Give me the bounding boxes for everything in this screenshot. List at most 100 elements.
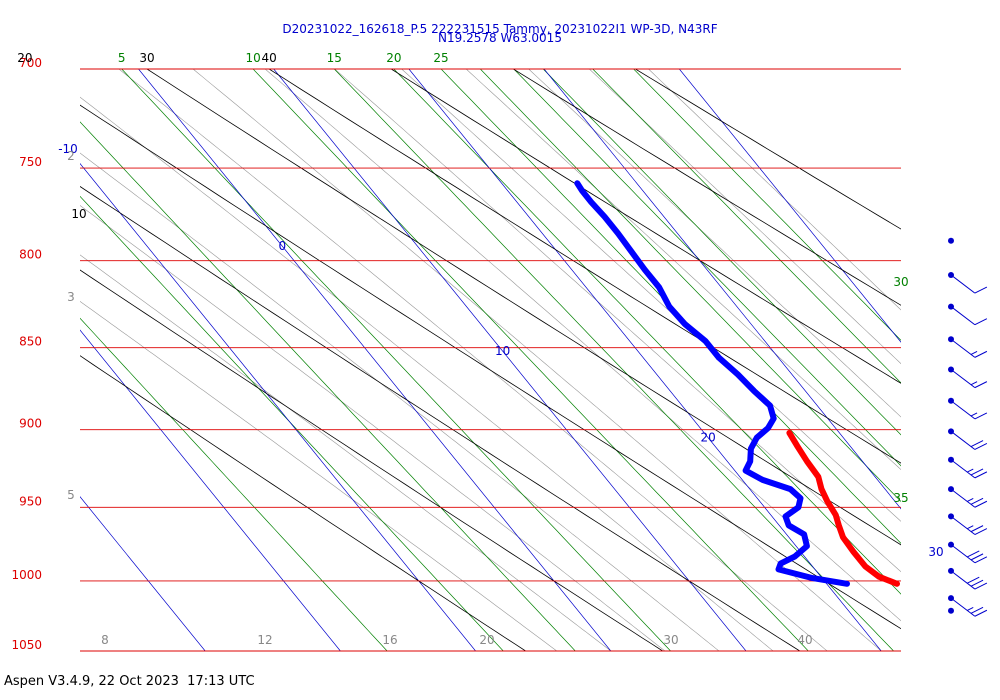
wind-barb: [950, 570, 988, 590]
dry-adiabat-label: 20: [17, 51, 32, 65]
moist-adiabat-label: 3: [67, 290, 75, 304]
wind-barb-staff: [950, 459, 976, 479]
moist-adiabat-label: 20: [479, 633, 494, 647]
moist-adiabat-label: 40: [797, 633, 812, 647]
mixing-ratio-line: [479, 69, 901, 503]
moist-adiabat-label: 30: [663, 633, 678, 647]
isotherm-line: [273, 69, 747, 651]
isotherm-line: [678, 69, 901, 343]
wind-barb-half-flag: [967, 525, 974, 530]
mixing-ratio-label: 25: [433, 51, 448, 65]
wind-barb-flag: [974, 556, 988, 564]
mixing-ratio-line: [393, 69, 901, 595]
wind-barb-flag: [967, 576, 980, 584]
mixing-ratio-label: 30: [893, 275, 908, 289]
wind-barb-flag: [970, 440, 984, 448]
wind-barb-staff: [950, 369, 976, 389]
wind-barb: [950, 400, 988, 420]
wind-barb-flag: [974, 350, 988, 358]
wind-barb-flag: [974, 609, 988, 617]
wind-barb-staff: [950, 570, 976, 590]
wind-barb: [950, 274, 988, 294]
wind-barb: [950, 306, 988, 326]
isotherm-label: -10: [58, 142, 78, 156]
moist-adiabat-line: [401, 69, 901, 522]
wind-barb: [950, 597, 988, 617]
mixing-ratio-line: [80, 121, 576, 651]
wind-barb: [950, 430, 988, 450]
wind-barb-staff: [950, 488, 976, 508]
footer-version: Aspen V3.4.9, 22 Oct 2023 17:13 UTC: [4, 674, 255, 689]
wind-barb-half-flag: [970, 412, 978, 417]
wind-barb-staff: [950, 515, 976, 535]
wind-barbs: [948, 237, 988, 617]
moist-adiabat-line: [648, 69, 901, 311]
mixing-ratio-line: [333, 69, 894, 651]
wind-barb-station: [948, 607, 954, 614]
wind-barb-flag: [974, 582, 988, 590]
moist-adiabat-label: 8: [101, 633, 109, 647]
wind-barb-half-flag: [970, 351, 978, 355]
wind-barb: [950, 369, 988, 389]
wind-barb-flag: [970, 553, 984, 561]
isotherm-label: 30: [928, 545, 943, 559]
mixing-ratio-label: 20: [386, 51, 401, 65]
isotherm-line: [543, 69, 901, 510]
mixing-ratio-label: 15: [327, 51, 342, 65]
pressure-tick-label: 1050: [11, 638, 42, 652]
sounding-profiles: [574, 180, 900, 587]
dry-adiabat-line: [390, 69, 901, 384]
wind-barb-flag: [970, 579, 984, 587]
dry-adiabat-line: [80, 186, 801, 651]
wind-barb-flag: [974, 443, 988, 450]
wind-barb-flag: [967, 550, 980, 558]
wind-barb-flag: [970, 497, 984, 505]
wind-barb-staff: [950, 338, 976, 358]
dry-adiabat-label: 30: [139, 51, 154, 65]
isotherm-line: [138, 69, 612, 651]
mixing-ratio-label: 5: [118, 51, 126, 65]
moist-adiabat-line: [588, 69, 901, 365]
moist-adiabats: [80, 69, 901, 651]
moist-adiabat-line: [80, 300, 558, 651]
wind-barb-staff: [950, 306, 976, 326]
dry-adiabat-line: [268, 69, 901, 464]
chart-labels: D20231022_162618_P.5 222231515 Tammy, 20…: [11, 22, 943, 652]
wind-barb-flag: [974, 471, 988, 479]
wind-barb-half-flag: [967, 497, 974, 502]
mixing-ratio-line: [633, 69, 901, 341]
wind-barb: [950, 459, 988, 479]
pressure-tick-label: 850: [19, 335, 42, 349]
dry-adiabat-line: [146, 69, 901, 546]
moist-adiabat-line: [465, 69, 901, 471]
wind-barb: [950, 515, 988, 535]
moist-adiabat-line: [80, 205, 666, 651]
wind-barb-flag: [974, 412, 988, 420]
mixing-ratio-label: 10: [245, 51, 260, 65]
wind-barb-flag: [974, 528, 988, 535]
temperature-profile: [786, 429, 900, 587]
wind-barb-flag: [974, 381, 988, 389]
wind-barb-flag: [970, 468, 984, 476]
wind-barb-half-flag: [967, 606, 974, 611]
mixing-ratio-line: [80, 195, 504, 651]
isotherm-line: [80, 162, 476, 651]
isotherm-line: [80, 496, 206, 651]
dewpoint-profile: [574, 180, 850, 587]
pressure-tick-label: 700: [19, 56, 42, 70]
isotherm-label: 0: [279, 239, 287, 253]
wind-barb-flag: [974, 500, 988, 508]
moist-adiabat-line: [264, 69, 901, 622]
chart-title-line2: N19.2578 W63.0015: [438, 31, 562, 45]
isotherm-line: [408, 69, 882, 651]
isotherm-label: 20: [700, 431, 715, 445]
dry-adiabat-line: [80, 355, 526, 651]
mixing-ratio-line: [513, 69, 901, 467]
wind-barb-staff: [950, 400, 976, 420]
pressure-tick-label: 1000: [11, 568, 42, 582]
mixing-ratio-line: [80, 317, 388, 651]
moist-adiabat-label: 12: [257, 633, 272, 647]
moist-adiabat-line: [80, 152, 720, 651]
moist-adiabat-line: [80, 96, 774, 651]
isotherm-label: 10: [495, 344, 510, 358]
